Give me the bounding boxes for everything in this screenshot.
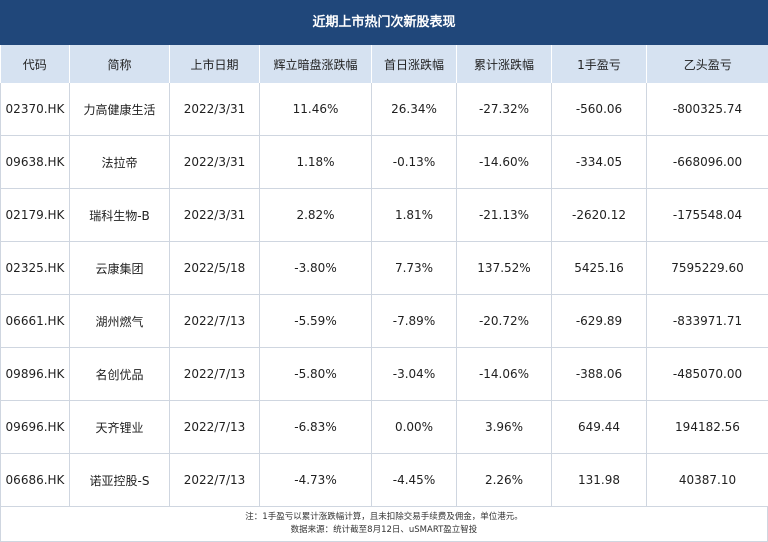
- table-cell: 2022/7/13: [170, 401, 260, 454]
- table-cell: 2022/3/31: [170, 189, 260, 242]
- header-row: 代码 简称 上市日期 辉立暗盘涨跌幅 首日涨跌幅 累计涨跌幅 1手盈亏 乙头盈亏: [1, 45, 768, 83]
- table-cell: 02370.HK: [1, 83, 70, 136]
- table-cell: -4.45%: [372, 454, 457, 507]
- table-cell: 09696.HK: [1, 401, 70, 454]
- table-cell: 云康集团: [70, 242, 170, 295]
- table-cell: 2022/3/31: [170, 83, 260, 136]
- table-cell: 名创优品: [70, 348, 170, 401]
- footnote-line-1: 注：1手盈亏以累计涨跌幅计算，且未扣除交易手续费及佣金，单位港元。: [1, 511, 767, 524]
- table-cell: 06661.HK: [1, 295, 70, 348]
- table-container: 近期上市热门次新股表现 代码 简称 上市日期 辉立暗盘涨跌幅 首日涨跌幅 累计涨…: [0, 0, 768, 531]
- table-cell: 2.26%: [457, 454, 552, 507]
- table-cell: -833971.71: [647, 295, 768, 348]
- table-cell: 湖州燃气: [70, 295, 170, 348]
- footnote: 注：1手盈亏以累计涨跌幅计算，且未扣除交易手续费及佣金，单位港元。 数据来源：统…: [0, 507, 768, 542]
- table-cell: 瑞科生物-B: [70, 189, 170, 242]
- stock-table: 代码 简称 上市日期 辉立暗盘涨跌幅 首日涨跌幅 累计涨跌幅 1手盈亏 乙头盈亏…: [0, 45, 768, 507]
- table-cell: 40387.10: [647, 454, 768, 507]
- table-cell: -20.72%: [457, 295, 552, 348]
- table-cell: 1.18%: [260, 136, 372, 189]
- header-listing-date: 上市日期: [170, 45, 260, 83]
- table-cell: -485070.00: [647, 348, 768, 401]
- table-cell: 137.52%: [457, 242, 552, 295]
- table-cell: 7595229.60: [647, 242, 768, 295]
- header-code: 代码: [1, 45, 70, 83]
- table-cell: 649.44: [552, 401, 647, 454]
- table-cell: 131.98: [552, 454, 647, 507]
- table-cell: -175548.04: [647, 189, 768, 242]
- table-cell: 1.81%: [372, 189, 457, 242]
- table-cell: -21.13%: [457, 189, 552, 242]
- table-cell: -5.59%: [260, 295, 372, 348]
- table-cell: 5425.16: [552, 242, 647, 295]
- table-cell: 诺亚控股-S: [70, 454, 170, 507]
- table-cell: 09638.HK: [1, 136, 70, 189]
- table-cell: -3.80%: [260, 242, 372, 295]
- header-first-day-change: 首日涨跌幅: [372, 45, 457, 83]
- table-cell: 2022/7/13: [170, 348, 260, 401]
- table-cell: 09896.HK: [1, 348, 70, 401]
- header-b-head-pnl: 乙头盈亏: [647, 45, 768, 83]
- table-cell: 11.46%: [260, 83, 372, 136]
- table-cell: 06686.HK: [1, 454, 70, 507]
- table-cell: 26.34%: [372, 83, 457, 136]
- table-cell: -0.13%: [372, 136, 457, 189]
- table-cell: 0.00%: [372, 401, 457, 454]
- table-cell: 2022/5/18: [170, 242, 260, 295]
- header-grey-market-change: 辉立暗盘涨跌幅: [260, 45, 372, 83]
- table-cell: 天齐锂业: [70, 401, 170, 454]
- table-cell: -629.89: [552, 295, 647, 348]
- table-cell: -5.80%: [260, 348, 372, 401]
- table-cell: 2.82%: [260, 189, 372, 242]
- table-cell: -3.04%: [372, 348, 457, 401]
- table-cell: 194182.56: [647, 401, 768, 454]
- table-cell: -6.83%: [260, 401, 372, 454]
- table-title: 近期上市热门次新股表现: [0, 0, 768, 45]
- table-cell: -560.06: [552, 83, 647, 136]
- table-cell: 02179.HK: [1, 189, 70, 242]
- table-cell: -800325.74: [647, 83, 768, 136]
- table-cell: -4.73%: [260, 454, 372, 507]
- table-cell: 2022/3/31: [170, 136, 260, 189]
- table-cell: -668096.00: [647, 136, 768, 189]
- table-cell: -14.06%: [457, 348, 552, 401]
- table-cell: 2022/7/13: [170, 295, 260, 348]
- header-one-lot-pnl: 1手盈亏: [552, 45, 647, 83]
- table-cell: -7.89%: [372, 295, 457, 348]
- table-cell: 法拉帝: [70, 136, 170, 189]
- header-cumulative-change: 累计涨跌幅: [457, 45, 552, 83]
- table-cell: -27.32%: [457, 83, 552, 136]
- table-cell: 2022/7/13: [170, 454, 260, 507]
- table-cell: -2620.12: [552, 189, 647, 242]
- table-cell: 02325.HK: [1, 242, 70, 295]
- table-cell: -14.60%: [457, 136, 552, 189]
- table-cell: 力高健康生活: [70, 83, 170, 136]
- table-cell: 7.73%: [372, 242, 457, 295]
- table-cell: -334.05: [552, 136, 647, 189]
- table-cell: 3.96%: [457, 401, 552, 454]
- header-name: 简称: [70, 45, 170, 83]
- table-cell: -388.06: [552, 348, 647, 401]
